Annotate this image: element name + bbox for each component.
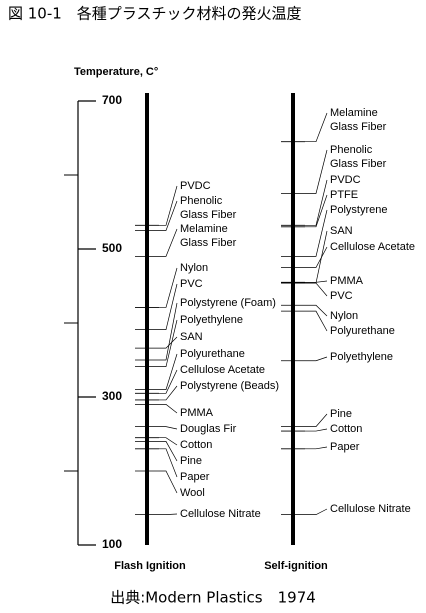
material-label: PMMA [180, 407, 214, 419]
leader-line [159, 369, 178, 394]
leader-line [305, 413, 328, 427]
material-label: PVDC [330, 174, 361, 186]
leader-line [159, 404, 178, 414]
material-label: Paper [330, 441, 360, 453]
material-label: PVC [180, 278, 203, 290]
y-tick-label: 500 [102, 241, 122, 255]
material-label: Polystyrene (Foam) [180, 297, 276, 309]
leader-line [159, 185, 178, 226]
material-label: Glass Fiber [330, 158, 387, 170]
material-label: Glass Fiber [180, 209, 237, 221]
material-label: PTFE [330, 189, 358, 201]
series-name: Self-ignition [264, 560, 328, 572]
leader-line [305, 194, 328, 228]
material-label: Cellulose Nitrate [330, 503, 411, 515]
material-label: Glass Fiber [330, 121, 387, 133]
leader-line [305, 282, 328, 297]
leader-line [159, 470, 178, 494]
material-label: Nylon [180, 262, 208, 274]
leader-line [159, 200, 178, 231]
material-label: Phenolic [330, 144, 373, 156]
chart-title: 図 10-1 各種プラスチック材料の発火温度 [8, 5, 302, 23]
material-label: Polystyrene [330, 204, 387, 216]
material-label: Polystyrene (Beads) [180, 380, 279, 392]
material-label: SAN [330, 225, 353, 237]
material-label: PVC [330, 290, 353, 302]
leader-line [305, 508, 328, 516]
y-tick-label: 100 [102, 537, 122, 551]
material-label: Cotton [180, 439, 212, 451]
material-label: Pine [330, 408, 352, 420]
material-label: Cellulose Acetate [330, 241, 415, 253]
leader-line [305, 446, 328, 450]
source-note: 出典:Modern Plastics 1974 [110, 589, 316, 607]
leader-line [305, 428, 328, 432]
leader-line [159, 267, 178, 308]
leader-line [305, 209, 328, 257]
material-label: Wool [180, 487, 205, 499]
y-axis-label: Temperature, C° [74, 66, 158, 78]
leader-line [159, 437, 178, 446]
material-label: Phenolic [180, 195, 223, 207]
material-label: Douglas Fir [180, 423, 237, 435]
leader-line [159, 283, 178, 331]
y-tick-label: 700 [102, 93, 122, 107]
material-label: Nylon [330, 310, 358, 322]
material-label: Melamine [330, 107, 378, 119]
leader-line [305, 304, 328, 317]
material-label: Cellulose Acetate [180, 364, 265, 376]
material-label: Cellulose Nitrate [180, 508, 261, 520]
leader-line [159, 302, 178, 361]
leader-line [305, 149, 328, 194]
material-label: PVDC [180, 180, 211, 192]
material-label: Pine [180, 455, 202, 467]
leader-line [159, 441, 178, 462]
material-label: Polyurethane [330, 325, 395, 337]
leader-line [159, 426, 178, 430]
leader-line [159, 448, 178, 478]
y-tick-label: 300 [102, 389, 122, 403]
material-label: Polyethylene [330, 351, 393, 363]
leader-line [305, 356, 328, 362]
material-label: Melamine [180, 223, 228, 235]
leader-line [159, 336, 178, 349]
material-label: Polyethylene [180, 314, 243, 326]
leader-line [159, 228, 178, 257]
leader-line [159, 319, 178, 368]
material-label: Cotton [330, 423, 362, 435]
leader-line [159, 385, 178, 401]
series-name: Flash Ignition [114, 560, 186, 572]
leader-line [159, 353, 178, 390]
material-label: SAN [180, 331, 203, 343]
material-label: Paper [180, 471, 210, 483]
leader-line [305, 179, 328, 226]
leader-line [305, 280, 328, 283]
leader-line [159, 513, 178, 516]
leader-line [305, 230, 328, 284]
leader-line [305, 310, 328, 332]
material-label: Polyurethane [180, 348, 245, 360]
leader-line [305, 112, 328, 143]
leader-line [305, 246, 328, 268]
material-label: PMMA [330, 275, 364, 287]
material-label: Glass Fiber [180, 237, 237, 249]
